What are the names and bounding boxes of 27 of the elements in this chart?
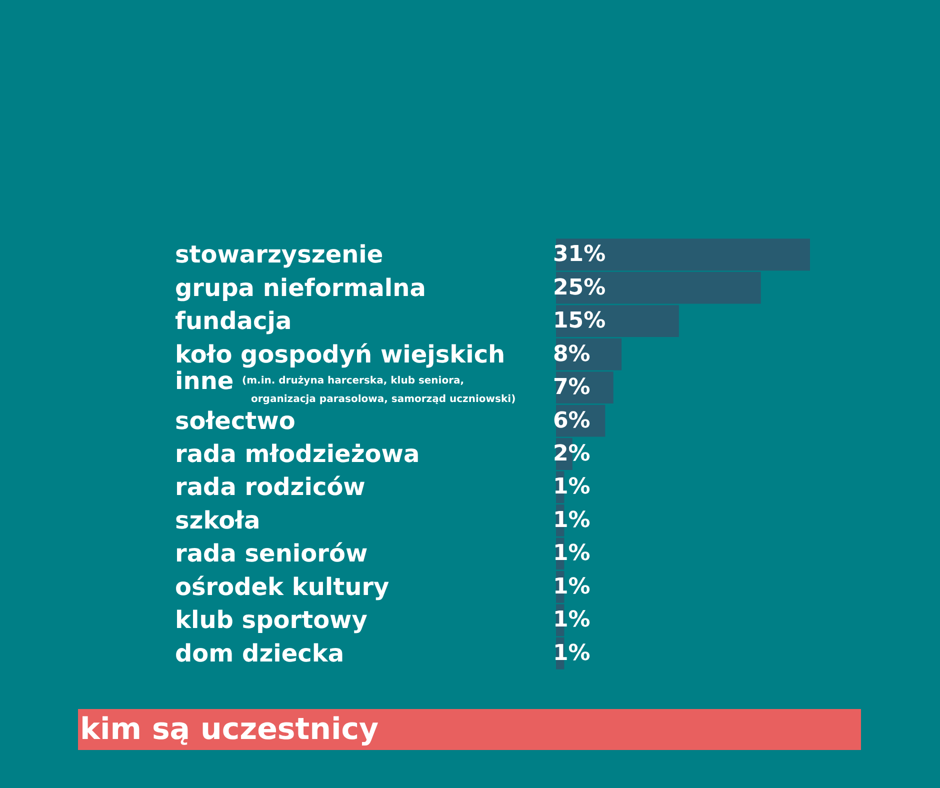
- y-tick-label: rada rodziców: [175, 473, 366, 502]
- y-tick-label: rada młodzieżowa: [175, 440, 420, 468]
- y-tick-label: inne (m.in. drużyna harcerska, klub seniora, organizacja parasolowa, samorząd uczniowski): [175, 367, 516, 406]
- data-label: 8%: [553, 342, 590, 367]
- y-tick-label: szkoła: [175, 506, 260, 534]
- data-label: 1%: [553, 608, 590, 633]
- data-label: 7%: [553, 375, 590, 400]
- data-label: 25%: [553, 275, 606, 300]
- data-label: 1%: [553, 541, 590, 566]
- y-tick-label: fundacja: [175, 307, 292, 336]
- y-tick-label: klub sportowy: [175, 606, 368, 634]
- data-label: 1%: [553, 508, 590, 533]
- y-tick-label: rada seniorów: [175, 540, 368, 568]
- y-tick-label: koło gospodyń wiejskich: [175, 340, 506, 368]
- y-tick-label: dom dziecka: [175, 639, 344, 668]
- y-tick-label: sołectwo: [175, 406, 296, 435]
- text: kim są uczestnicy: [78, 709, 861, 750]
- data-label: 2%: [553, 442, 590, 466]
- data-label: 1%: [553, 474, 590, 500]
- data-label: 1%: [553, 640, 590, 666]
- y-tick-label: grupa nieformalna: [175, 274, 426, 302]
- data-label: 15%: [553, 308, 606, 334]
- y-tick-label: stowarzyszenie: [175, 240, 384, 269]
- y-tick-label: ośrodek kultury: [175, 572, 390, 601]
- data-label: 1%: [553, 574, 590, 600]
- data-label: 6%: [553, 408, 590, 434]
- data-label: 31%: [553, 242, 606, 268]
